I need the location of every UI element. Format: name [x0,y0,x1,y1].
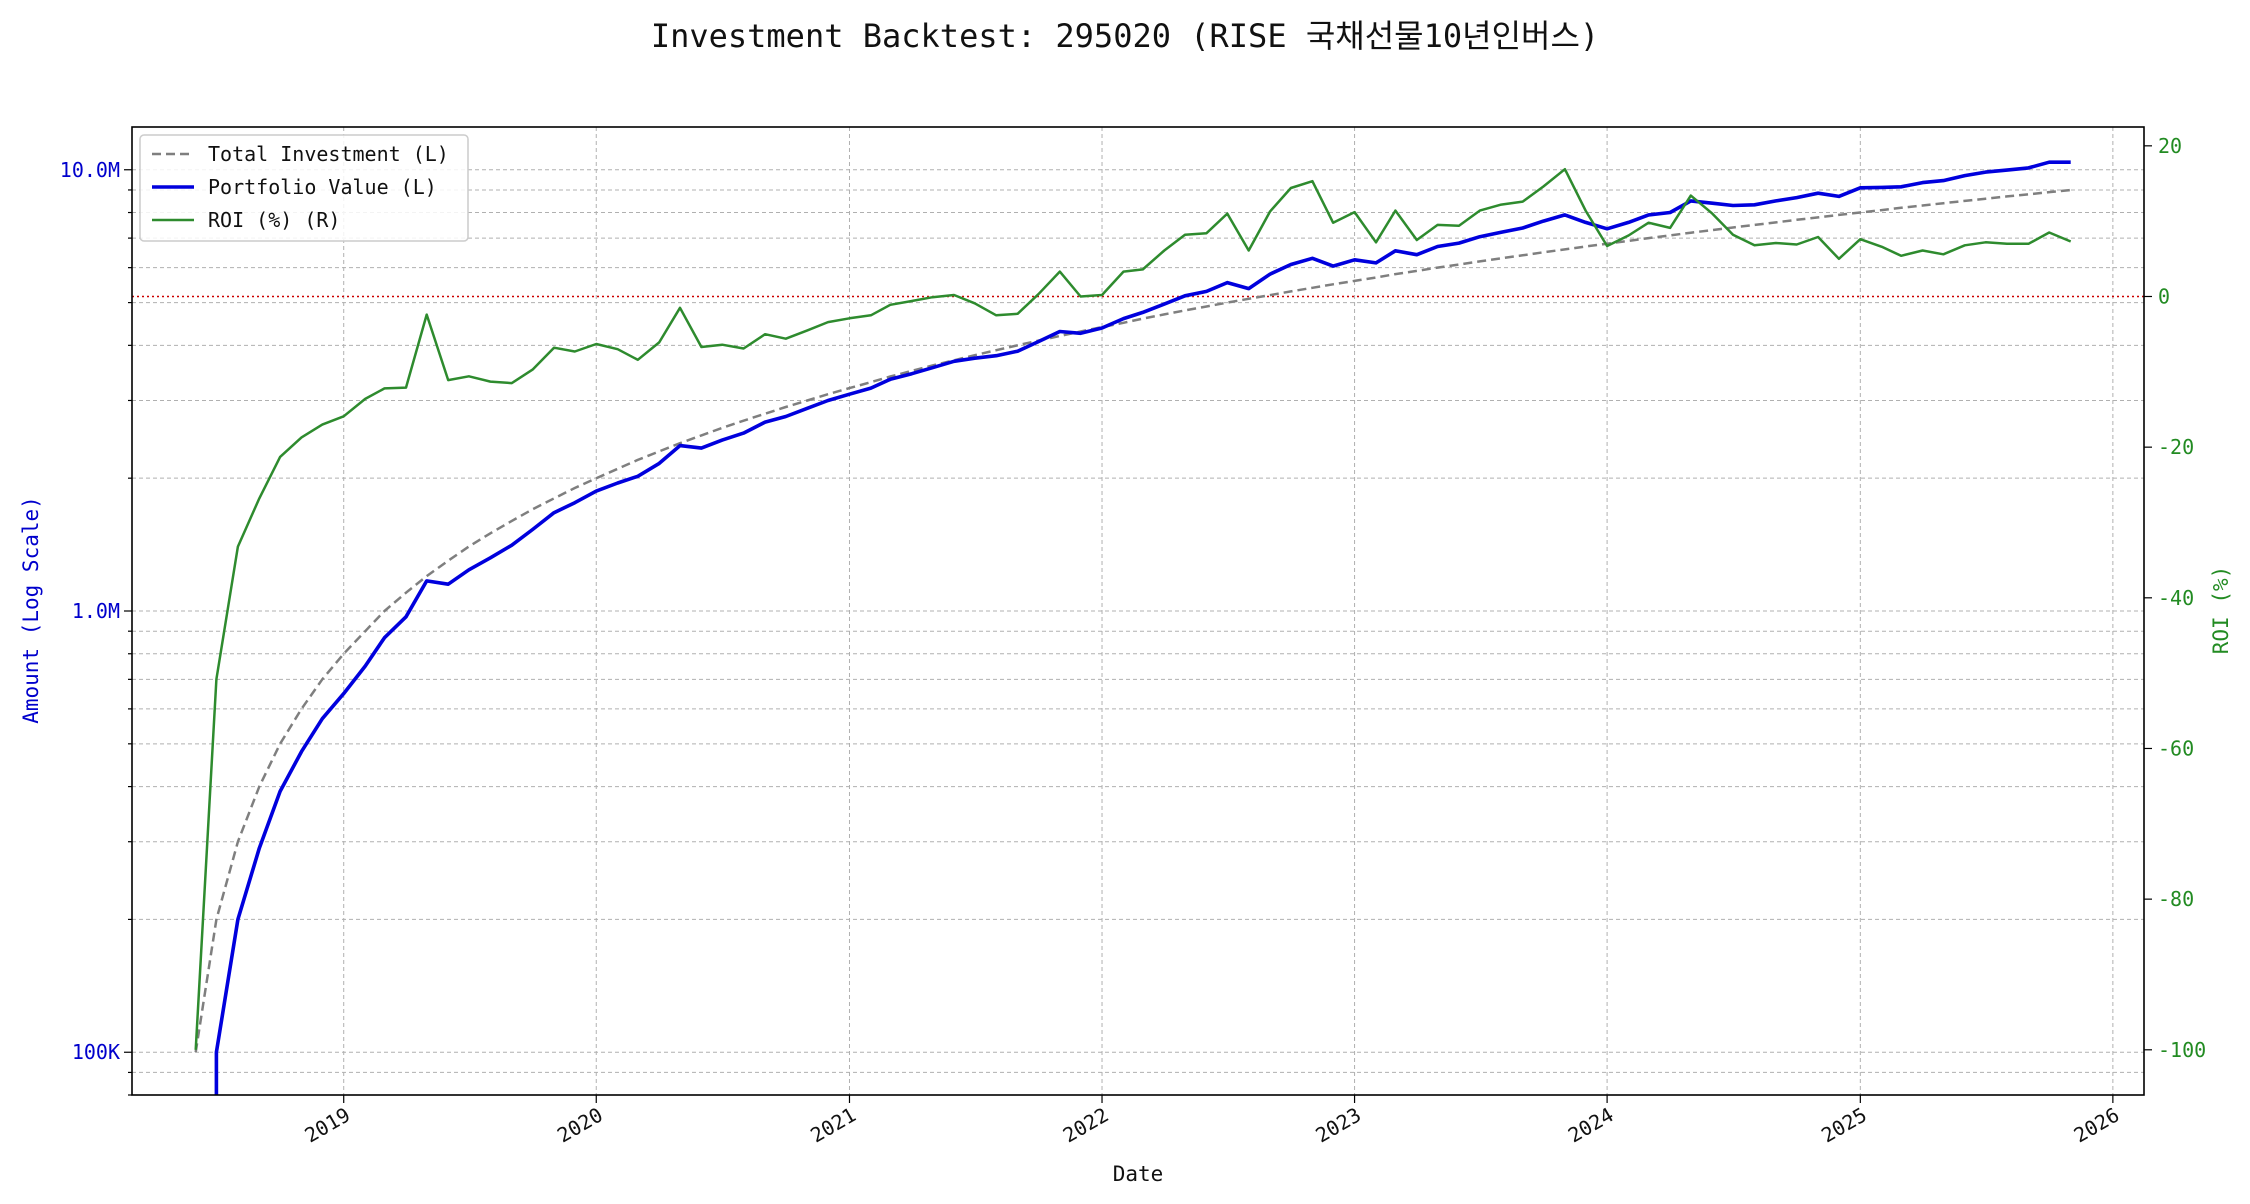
x-axis-ticks: 2019 2020 2021 2022 2023 2024 2025 2026 [300,1095,2123,1147]
legend-label-portfolio-value: Portfolio Value (L) [208,175,437,199]
x-tick-label: 2024 [1564,1103,1618,1148]
left-tick-label: 100K [72,1040,120,1064]
left-tick-label: 1.0M [72,599,120,623]
portfolio-value-line [214,160,2071,1095]
series-layer [194,160,2072,1095]
x-axis-label: Date [1113,1162,1164,1186]
x-tick-label: 2022 [1059,1103,1113,1148]
total-investment-line [194,188,2071,1053]
left-tick-label: 10.0M [60,158,120,182]
x-tick-label: 2021 [806,1103,860,1148]
legend-box [139,134,469,242]
x-tick-label: 2023 [1311,1103,1365,1148]
right-tick-label: -20 [2158,435,2194,459]
right-tick-label: -60 [2158,736,2194,760]
chart-legend: Total Investment (L) Portfolio Value (L)… [139,134,469,242]
grid-lines [132,127,2144,1096]
right-tick-label: -40 [2158,586,2194,610]
legend-label-roi: ROI (%) (R) [208,208,340,232]
right-axis-ticks: -100 -80 -60 -40 -20 0 20 [2144,134,2206,1062]
x-tick-label: 2020 [553,1103,607,1148]
right-tick-label: -80 [2158,887,2194,911]
x-tick-label: 2026 [2070,1103,2124,1148]
right-tick-label: 0 [2158,284,2170,308]
x-tick-label: 2025 [1817,1103,1871,1148]
x-tick-label: 2019 [300,1103,354,1148]
left-axis-ticks: 100K 1.0M 10.0M [60,158,132,1096]
legend-label-total-investment: Total Investment (L) [208,142,449,166]
left-axis-label: Amount (Log Scale) [19,496,43,724]
right-axis-label: ROI (%) [2209,566,2233,655]
chart-title: Investment Backtest: 295020 (RISE 국채선물10… [651,17,1599,55]
right-tick-label: 20 [2158,134,2182,158]
right-tick-label: -100 [2158,1038,2206,1062]
roi-line [194,167,2072,1050]
